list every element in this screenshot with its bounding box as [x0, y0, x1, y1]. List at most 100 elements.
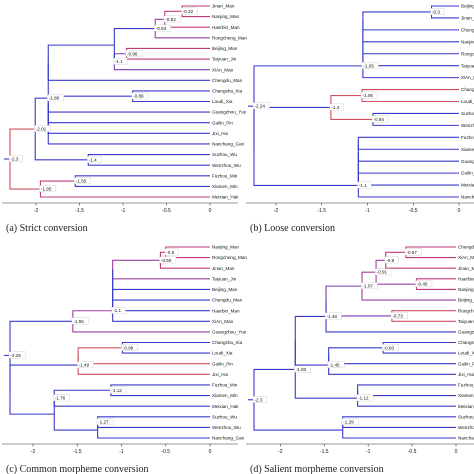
- leaf-label: Nanchang_Gan: [458, 436, 474, 441]
- node-label: -1.4: [89, 157, 97, 162]
- node-label-box: [327, 361, 345, 368]
- node-label: -2.01: [36, 127, 47, 132]
- node-label: -2.3: [255, 397, 263, 402]
- dendrogram-link: [253, 106, 359, 186]
- dendrogram-link: [97, 416, 210, 428]
- x-tick-label: -2: [31, 449, 36, 455]
- dendrogram-link: [77, 355, 210, 375]
- node-label-box: [252, 102, 270, 110]
- node-label: -1.29: [343, 420, 354, 425]
- node-label: -1.76: [55, 396, 66, 401]
- panel-loose-conversion: Beijing_Man Jinan_Man Chengdu_Man Nanjing_M…: [246, 4, 474, 214]
- leaf-label: Meixian_Hak: [461, 183, 474, 188]
- node-label-box: [76, 361, 94, 368]
- leaf-label: Rongcheng_Man: [212, 35, 247, 40]
- leaf-label: Rongcheng_Man: [458, 308, 474, 313]
- leaf-label: Wenzhou_Wu: [458, 425, 474, 430]
- node-label-box: [121, 344, 139, 351]
- node-label: -0.32: [183, 9, 194, 14]
- node-label: -1.55: [73, 319, 84, 324]
- leaf-label: Taiyuan_Jin: [458, 319, 474, 324]
- leaf-label: Xiamen_Min: [461, 147, 474, 152]
- node-label-box: [96, 418, 114, 426]
- x-tick-label: -1.5: [75, 208, 84, 214]
- node-label: -1.1: [115, 59, 123, 64]
- node-label: -0.63: [156, 26, 167, 31]
- leaf-label: Guilin_Pin: [212, 120, 233, 125]
- node-label: -1.1: [113, 308, 121, 313]
- leaf-label: Loudi_Xia: [212, 351, 233, 356]
- node-label-box: [164, 248, 179, 256]
- leaf-label: Jinan_Man: [212, 266, 235, 271]
- x-tick-label: -2: [34, 208, 39, 214]
- dendrogram-link: [362, 31, 459, 55]
- node-label-box: [252, 396, 267, 403]
- node-label: -0.91: [377, 270, 388, 275]
- leaf-label: Nanchang_Gan: [212, 142, 245, 147]
- leaf-label: XiAn_Man: [212, 319, 234, 324]
- leaf-label: Fuzhou_Min: [212, 383, 238, 388]
- leaf-label: Changsha_Xia: [461, 87, 474, 92]
- node-label-box: [34, 125, 51, 132]
- leaf-label: Suzhou_Wu: [458, 414, 474, 419]
- x-tick-label: -1: [365, 208, 370, 214]
- node-label-box: [111, 306, 126, 314]
- leaf-label: Jinan_Man: [212, 4, 235, 9]
- x-tick-label: -0.5: [161, 449, 170, 455]
- node-label-box: [39, 185, 57, 192]
- node-label-box: [415, 280, 433, 288]
- node-label: -2.3: [11, 157, 19, 162]
- node-label: -0.94: [373, 117, 384, 122]
- dendrogram-link: [357, 136, 459, 150]
- dendrogram-link: [294, 315, 329, 366]
- node-label: -1.27: [98, 420, 109, 425]
- node-label-box: [109, 386, 127, 394]
- leaf-label: Beijing_Man: [461, 4, 474, 9]
- node-label-box: [360, 282, 378, 290]
- dendrogram-link: [253, 368, 343, 431]
- node-label: -0.57: [406, 250, 417, 255]
- node-label: -1.4: [331, 105, 339, 110]
- leaf-label: Taiyuan_Jin: [461, 63, 474, 68]
- dendrogram-link: [53, 398, 98, 431]
- leaf-label: XiAn_Man: [212, 67, 234, 72]
- leaf-label: Taiyuan_Jin: [212, 57, 237, 62]
- node-label: -1.05: [363, 63, 374, 68]
- node-label-box: [8, 351, 26, 359]
- panel-common-morpheme-conversion: Nanjing_Man Rongcheng_Man Jinan_Man Taiyuan…: [2, 245, 247, 455]
- dendrogram-link: [9, 364, 79, 415]
- dendrogram-link: [342, 416, 456, 428]
- dendrogram-link: [77, 347, 210, 365]
- dendrogram-link: [87, 154, 210, 166]
- leaf-label: Nanjing_Man: [212, 245, 240, 250]
- node-label: -1.49: [79, 363, 90, 368]
- dendrogram-link: [74, 175, 210, 187]
- node-label-box: [181, 7, 198, 15]
- node-label-box: [87, 156, 102, 163]
- node-label: -1.83: [296, 367, 307, 372]
- leaf-label: Guangzhou_Yue: [212, 329, 247, 334]
- dendrogram-link: [362, 11, 459, 31]
- node-label: -1.55: [76, 179, 87, 184]
- node-label-box: [357, 181, 372, 189]
- leaf-label: Xiamen_Min: [458, 393, 474, 398]
- node-label-box: [390, 312, 408, 319]
- x-tick-label: -1.5: [317, 208, 326, 214]
- dendrogram-link: [47, 95, 210, 113]
- leaf-label: Chengdu_Man: [461, 27, 474, 32]
- x-tick-label: -1: [121, 208, 126, 214]
- node-label-box: [341, 418, 359, 426]
- leaf-label: Haerbin_Man: [212, 308, 240, 313]
- node-label: -2.26: [11, 353, 22, 358]
- leaf-label: Loudi_Xia: [458, 351, 474, 356]
- leaf-label: Nanchang_Gan: [461, 195, 474, 200]
- dendrogram-link: [325, 285, 392, 317]
- node-label: -0.56: [161, 258, 172, 263]
- node-label: -1.95: [41, 187, 52, 192]
- dendrogram-link: [325, 301, 456, 333]
- node-label-box: [131, 92, 149, 100]
- dendrogram-link: [39, 180, 210, 198]
- leaf-label: Haerbin_Man: [458, 276, 474, 281]
- node-label: -1.86: [49, 96, 60, 101]
- dendrogram-link: [342, 422, 456, 439]
